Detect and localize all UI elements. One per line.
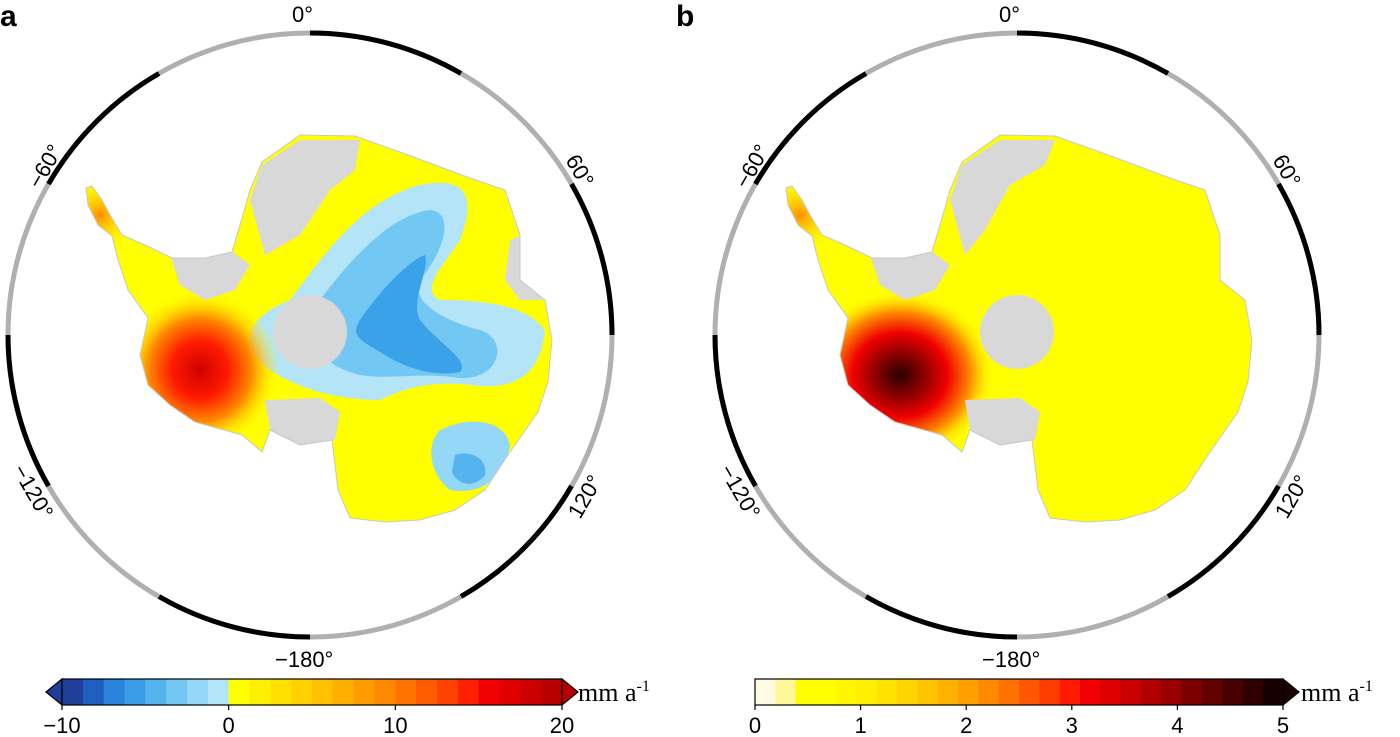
- colorbar-a-swatch: [249, 679, 271, 705]
- colorbar-b-unit-base: mm a: [1301, 678, 1360, 707]
- colorbar-b-swatch: [978, 679, 1000, 705]
- colorbar-a-swatch: [541, 679, 563, 705]
- colorbar-a-swatch: [291, 679, 313, 705]
- colorbar-a-unit-sup: -1: [637, 678, 650, 695]
- map-b-pole-hole: [980, 295, 1054, 369]
- lon-label-b-0: 0°: [999, 2, 1020, 27]
- map-b-frame-segments: [712, 30, 1322, 640]
- colorbar-b-swatch: [876, 679, 898, 705]
- colorbar-a-swatch: [520, 679, 542, 705]
- colorbar-a-unit: mm a-1: [578, 678, 650, 707]
- colorbar-b-swatch: [1140, 679, 1162, 705]
- colorbar-a-extend-max: [561, 677, 579, 707]
- colorbar-a-swatch: [416, 679, 438, 705]
- colorbar-a-swatch: [228, 679, 250, 705]
- panel-b-letter: b: [676, 0, 695, 33]
- lon-label-a-0: 0°: [292, 2, 313, 27]
- panel-a-letter: a: [0, 0, 17, 33]
- colorbar-a: −10 0 10 20: [43, 677, 579, 737]
- colorbar-b-swatch: [775, 679, 797, 705]
- colorbar-a-swatch: [270, 679, 292, 705]
- colorbar-b-unit: mm a-1: [1301, 678, 1373, 707]
- colorbar-a-swatch: [395, 679, 417, 705]
- colorbar-a-swatch: [62, 679, 84, 705]
- colorbar-a-unit-base: mm a: [578, 678, 637, 707]
- colorbar-a-swatch: [437, 679, 459, 705]
- colorbar-b-swatch: [815, 679, 837, 705]
- map-a-pole-hole: [273, 295, 347, 369]
- lon-label-b-neg180: −180°: [982, 647, 1040, 672]
- colorbar-b-tick-label: 1: [854, 713, 866, 737]
- colorbar-b-swatch: [856, 679, 878, 705]
- colorbar-a-swatch: [499, 679, 521, 705]
- colorbar-a-swatch: [124, 679, 146, 705]
- colorbar-a-swatch: [187, 679, 209, 705]
- colorbar-b-unit-sup: -1: [1360, 678, 1373, 695]
- colorbar-a-border: [61, 678, 563, 706]
- colorbar-b-swatch: [1079, 679, 1101, 705]
- colorbar-a-swatch: [457, 679, 480, 705]
- colorbar-a-tick-label: 10: [383, 713, 407, 737]
- colorbar-b-swatch: [998, 679, 1020, 705]
- colorbar-b-swatch: [1039, 679, 1061, 705]
- colorbar-b: 0 1 2 3 4 5: [749, 677, 1300, 737]
- colorbar-b-swatch: [1161, 679, 1182, 705]
- colorbar-b-tick-label: 0: [749, 713, 761, 737]
- colorbar-a-tick-label: 0: [223, 713, 235, 737]
- lon-label-a-neg180: −180°: [275, 647, 333, 672]
- colorbar-a-tick-label: 20: [550, 713, 574, 737]
- colorbar-b-tick-label: 2: [960, 713, 972, 737]
- colorbar-a-swatch: [145, 679, 167, 705]
- colorbar-b-tick-label: 3: [1066, 713, 1078, 737]
- map-a-frame-segments: [5, 30, 615, 640]
- colorbar-b-swatch: [1201, 679, 1223, 705]
- colorbar-a-swatch: [312, 679, 334, 705]
- colorbar-b-swatch: [1120, 679, 1142, 705]
- colorbar-b-tick-label: 5: [1277, 713, 1289, 737]
- colorbar-b-swatch: [1181, 679, 1203, 705]
- colorbar-b-tick-label: 4: [1171, 713, 1183, 737]
- colorbar-b-extend-max: [1282, 677, 1300, 707]
- colorbar-b-swatch: [1019, 679, 1040, 705]
- colorbar-a-swatch: [82, 679, 105, 705]
- colorbar-a-swatch: [103, 679, 125, 705]
- colorbar-a-tick-label: −10: [43, 713, 80, 737]
- colorbar-b-swatch: [1242, 679, 1264, 705]
- colorbar-a-swatch: [166, 679, 188, 705]
- colorbar-b-swatch: [937, 679, 959, 705]
- colorbar-a-extend-min: [45, 677, 63, 707]
- map-a: [5, 30, 615, 640]
- colorbar-a-swatch: [374, 679, 396, 705]
- colorbar-b-swatch: [1222, 679, 1243, 705]
- colorbar-a-swatch: [478, 679, 500, 705]
- colorbar-b-swatch: [755, 679, 776, 705]
- colorbar-b-swatch: [1100, 679, 1122, 705]
- colorbar-b-swatch: [1262, 679, 1284, 705]
- colorbar-b-swatch: [836, 679, 858, 705]
- colorbar-a-swatch: [353, 679, 375, 705]
- colorbar-b-swatch: [958, 679, 979, 705]
- map-b: [712, 30, 1322, 640]
- colorbar-b-swatch: [795, 679, 817, 705]
- colorbar-b-swatch: [917, 679, 939, 705]
- colorbar-b-swatch: [1059, 679, 1081, 705]
- colorbar-a-swatch: [207, 679, 230, 705]
- colorbar-b-swatch: [897, 679, 918, 705]
- colorbar-b-border: [754, 678, 1284, 706]
- colorbar-a-swatch: [332, 679, 355, 705]
